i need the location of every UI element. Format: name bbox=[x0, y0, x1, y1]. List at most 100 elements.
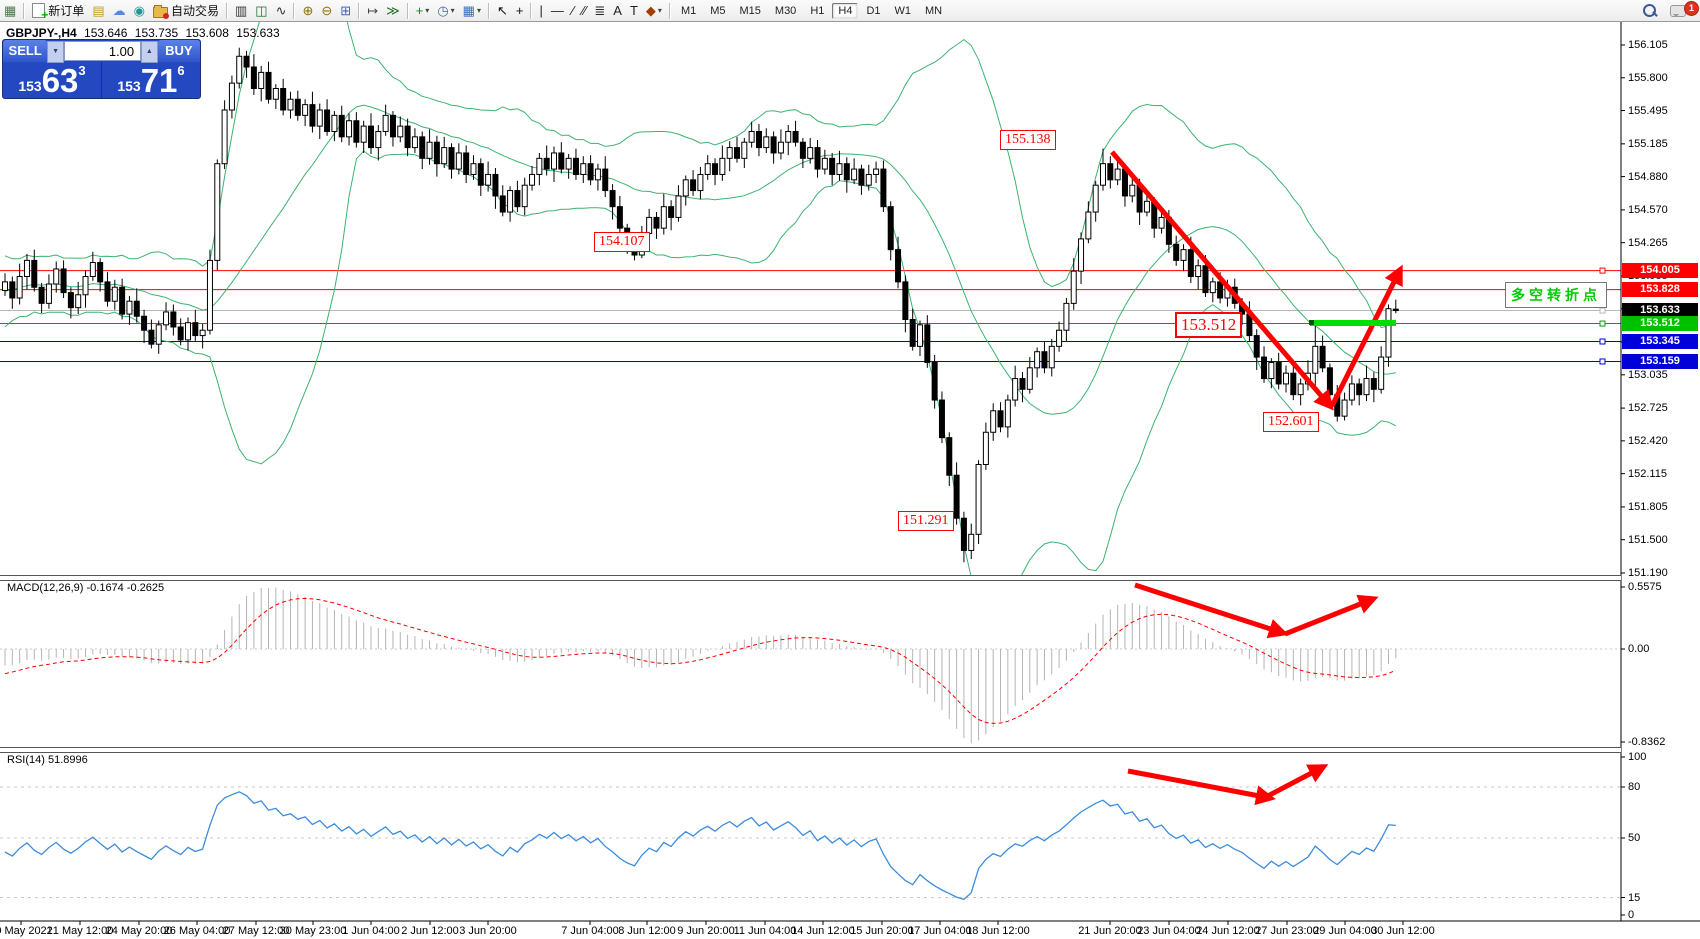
time-label: 26 May 04:00 bbox=[163, 925, 231, 937]
crosshair-icon[interactable]: + bbox=[515, 3, 524, 18]
indicators-icon[interactable]: + ▾ bbox=[415, 3, 430, 18]
chevron-down-icon: ▾ bbox=[657, 6, 662, 15]
price-tick: 154.265 bbox=[1628, 236, 1668, 249]
time-label: 7 Jun 04:00 bbox=[561, 925, 619, 937]
window-icon: ▦ bbox=[4, 3, 17, 18]
sell-button[interactable]: SELL bbox=[3, 40, 48, 62]
template-icon[interactable]: ▦ ▾ bbox=[462, 3, 481, 18]
shift-chart-icon[interactable]: ↦ bbox=[367, 3, 379, 18]
price-tag-153.345: 153.345 bbox=[1622, 333, 1698, 349]
auto-scroll-icon[interactable]: ≫ bbox=[386, 3, 400, 18]
price-tick: 154.880 bbox=[1628, 170, 1668, 183]
time-label: 23 Jun 04:00 bbox=[1137, 925, 1201, 937]
rsi-tick: 0 bbox=[1628, 909, 1635, 921]
symbol-info: ▴ GBPJPY-,H4 153.646 153.735 153.608 153… bbox=[6, 26, 284, 62]
price-tick: 152.115 bbox=[1628, 467, 1667, 480]
sell-price[interactable]: 153 63 3 bbox=[18, 62, 86, 99]
fibonacci-icon[interactable]: ≣ bbox=[594, 3, 606, 18]
timeframe-w1[interactable]: W1 bbox=[894, 4, 912, 17]
macd-label: MACD(12,26,9) -0.1674 -0.2625 bbox=[7, 582, 165, 594]
period-icon[interactable]: ◷ ▾ bbox=[437, 3, 455, 18]
price-tick: 155.800 bbox=[1628, 71, 1668, 84]
price-annotation-153.512: 153.512 bbox=[1175, 312, 1243, 338]
timeframe-m30[interactable]: M30 bbox=[774, 4, 797, 17]
price-tag-153.633: 153.633 bbox=[1622, 303, 1698, 319]
macd-tick: -0.8362 bbox=[1628, 736, 1666, 748]
timeframe-m15[interactable]: M15 bbox=[739, 4, 761, 17]
timeframe-m5[interactable]: M5 bbox=[710, 4, 726, 17]
time-label: 9 Jun 20:00 bbox=[677, 925, 735, 937]
price-tick: 152.725 bbox=[1628, 402, 1668, 415]
support-bar[interactable] bbox=[1309, 320, 1396, 326]
chevron-down-icon: ▾ bbox=[425, 6, 430, 15]
search-icon[interactable] bbox=[1643, 4, 1656, 17]
profile-icon[interactable]: ☁ bbox=[112, 3, 126, 18]
new-order-icon bbox=[32, 3, 48, 22]
zoom-out-icon[interactable]: ⊖ bbox=[321, 3, 333, 18]
quotes-icon[interactable]: ▤ bbox=[92, 3, 105, 18]
new-order-button[interactable]: 新订单 bbox=[28, 2, 88, 22]
timeframe-mn[interactable]: MN bbox=[925, 4, 943, 17]
timeframe-h1[interactable]: H1 bbox=[810, 4, 825, 17]
broadcast-icon[interactable]: ◉ bbox=[133, 3, 145, 18]
panel-splitter-rsi[interactable] bbox=[0, 747, 1621, 753]
time-label: 8 Jun 12:00 bbox=[618, 925, 676, 937]
chevron-down-icon: ▾ bbox=[450, 6, 455, 15]
price-tick: 155.495 bbox=[1628, 104, 1668, 117]
zoom-in-icon[interactable]: ⊕ bbox=[302, 3, 314, 18]
timeframe-d1[interactable]: D1 bbox=[866, 4, 881, 17]
time-label: 29 Jun 04:00 bbox=[1313, 925, 1377, 937]
ohlc-high: 153.735 bbox=[134, 26, 179, 40]
buy-price[interactable]: 153 71 6 bbox=[117, 62, 185, 99]
timeframe-h4[interactable]: H4 bbox=[832, 2, 859, 19]
price-tag-153.828: 153.828 bbox=[1622, 282, 1698, 298]
time-label: 30 May 23:00 bbox=[279, 925, 347, 937]
volume-increase-button[interactable]: ▲ bbox=[141, 41, 158, 63]
timeframe-m1[interactable]: M1 bbox=[680, 4, 697, 17]
horizontal-line-icon[interactable]: — bbox=[550, 3, 564, 18]
ohlc-open: 153.646 bbox=[84, 26, 128, 40]
time-label: 21 Jun 20:00 bbox=[1078, 925, 1142, 937]
time-label: 27 May 12:00 bbox=[222, 925, 290, 937]
time-label: 30 Jun 12:00 bbox=[1371, 925, 1435, 937]
rsi-tick: 100 bbox=[1628, 751, 1647, 763]
rsi-tick: 15 bbox=[1628, 891, 1641, 904]
price-tick: 151.190 bbox=[1628, 567, 1668, 579]
label-icon[interactable]: T bbox=[629, 3, 638, 18]
panel-splitter-macd[interactable] bbox=[0, 575, 1621, 581]
price-tick: 154.570 bbox=[1628, 203, 1668, 216]
one-click-trade-panel: SELL ▼ 1.00 ▲ BUY 153 63 3 153 71 6 bbox=[2, 39, 201, 99]
cursor-icon[interactable]: ↖ bbox=[496, 3, 508, 18]
time-label: 3 Jun 20:00 bbox=[459, 925, 517, 937]
arrows-icon[interactable]: ◆ ▾ bbox=[645, 3, 662, 18]
ohlc-close: 153.633 bbox=[236, 26, 280, 40]
bar-chart-icon[interactable]: ▥ bbox=[234, 3, 248, 18]
price-tick: 153.035 bbox=[1628, 368, 1668, 381]
symbol-name: GBPJPY-,H4 bbox=[6, 26, 77, 40]
channel-icon[interactable]: ∕∕ bbox=[582, 3, 587, 18]
time-label: 2 Jun 12:00 bbox=[401, 925, 459, 937]
text-icon[interactable]: A bbox=[613, 3, 622, 18]
price-annotation-151.291: 151.291 bbox=[898, 511, 954, 531]
rsi-label: RSI(14) 51.8996 bbox=[7, 754, 88, 766]
time-label: 24 May 20:00 bbox=[105, 925, 173, 937]
price-tick: 151.500 bbox=[1628, 533, 1668, 546]
candlestick-icon[interactable]: ◫ bbox=[255, 3, 268, 18]
time-label: 20 May 2021 bbox=[0, 925, 53, 937]
volume-decrease-button[interactable]: ▼ bbox=[47, 41, 64, 63]
trendline-icon[interactable]: ∕ bbox=[571, 3, 575, 18]
time-label: 24 Jun 12:00 bbox=[1196, 925, 1260, 937]
volume-input[interactable]: 1.00 bbox=[63, 41, 142, 61]
time-label: 27 Jun 23:00 bbox=[1255, 925, 1319, 937]
auto-trading-button[interactable]: 自动交易 bbox=[149, 2, 223, 20]
tile-windows-icon[interactable]: ⊞ bbox=[340, 3, 352, 18]
rsi-tick: 50 bbox=[1628, 832, 1641, 844]
buy-button[interactable]: BUY bbox=[157, 40, 200, 62]
price-tick: 152.420 bbox=[1628, 434, 1668, 447]
line-chart-icon[interactable]: ∿ bbox=[275, 3, 287, 18]
price-tick: 151.805 bbox=[1628, 500, 1668, 513]
vertical-line-icon[interactable]: | bbox=[539, 3, 543, 18]
price-tick: 155.185 bbox=[1628, 137, 1668, 150]
